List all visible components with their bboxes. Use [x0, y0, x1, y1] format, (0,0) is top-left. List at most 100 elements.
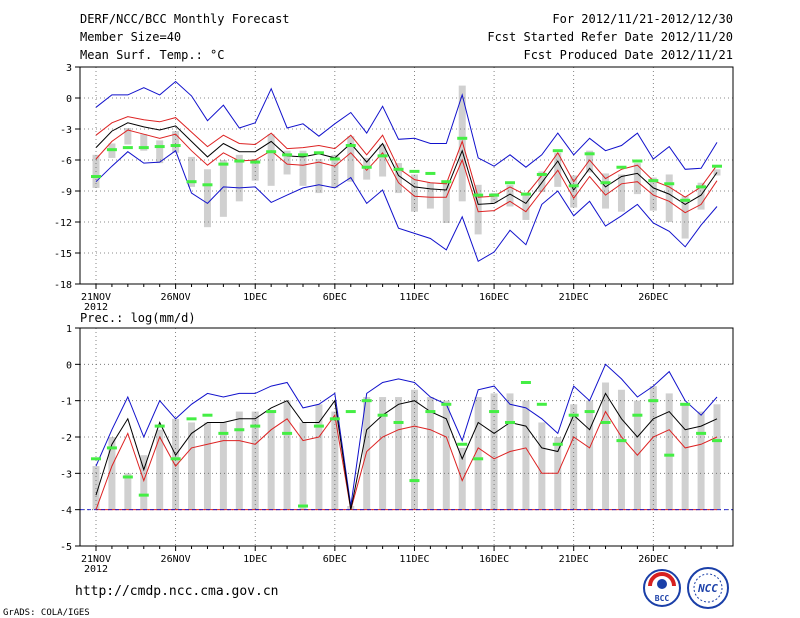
temperature-y-tick-label: -3	[60, 125, 72, 136]
precip-member-box	[235, 411, 243, 510]
precip-axis-ticks: 1 0 -1 -2 -3 -4 -5 21NOV 26NOV 1DEC 6DEC 11DEC 16DEC…	[60, 324, 718, 575]
temperature-y-tick-label: 3	[66, 63, 72, 74]
precip-member-box	[203, 422, 211, 510]
temperature-y-tick-label: -6	[60, 156, 72, 167]
temperature-member-box	[395, 163, 403, 194]
temperature-member-box	[617, 174, 625, 212]
precip-member-box	[267, 411, 275, 510]
temperature-x-tick-label: 11DEC	[399, 292, 429, 303]
precip-y-tick-label: -2	[60, 433, 72, 444]
precip-member-boxes	[92, 382, 721, 510]
temperature-member-box	[426, 182, 434, 209]
precip-member-box	[395, 397, 403, 510]
precip-member-box	[602, 382, 610, 510]
temperature-member-box	[379, 144, 387, 177]
member-size: Member Size=40	[80, 30, 181, 44]
precip-y-tick-label: 0	[66, 360, 72, 371]
temperature-member-box	[665, 174, 673, 222]
precip-member-box	[124, 473, 132, 510]
precip-y-tick-label: -3	[60, 469, 72, 480]
precip-dash-marks	[91, 381, 722, 508]
precip-member-box	[315, 404, 323, 510]
precip-y-tick-label: -1	[60, 397, 72, 408]
precip-line-mean-spread	[95, 410, 718, 510]
temperature-member-box	[410, 174, 418, 212]
precip-member-box	[713, 404, 721, 510]
temperature-member-box	[219, 160, 227, 217]
precip-member-box	[522, 400, 530, 510]
temperature-member-box	[506, 184, 514, 207]
precip-member-box	[586, 400, 594, 510]
precip-line-ensemble-max	[95, 363, 718, 507]
bcc-logo-text: BCC	[655, 594, 670, 603]
precip-x-year-label: 2012	[84, 564, 108, 575]
temperature-member-box	[203, 169, 211, 228]
temperature-x-tick-label: 1DEC	[243, 292, 267, 303]
temperature-line-mean-spread	[95, 129, 718, 214]
ncc-logo: NCC	[687, 567, 729, 609]
temperature-x-year-label: 2012	[84, 302, 108, 313]
figure-title: DERF/NCC/BCC Monthly Forecast	[80, 12, 290, 26]
precip-member-box	[188, 422, 196, 510]
precip-member-box	[458, 447, 466, 510]
precip-member-box	[92, 466, 100, 510]
precip-member-box	[219, 422, 227, 510]
temperature-member-boxes	[92, 85, 721, 239]
precip-member-box	[442, 400, 450, 510]
temperature-member-box	[188, 156, 196, 187]
precip-member-box	[108, 437, 116, 510]
precip-member-box	[665, 393, 673, 510]
temperature-member-box	[251, 158, 259, 181]
precip-member-box	[140, 455, 148, 510]
temperature-member-box	[363, 157, 371, 180]
temperature-member-box	[586, 150, 594, 173]
temperature-x-tick-label: 26NOV	[161, 292, 191, 303]
temperature-member-box	[681, 196, 689, 239]
precip-x-tick-label: 1DEC	[243, 554, 267, 565]
temperature-member-box	[235, 154, 243, 202]
temperature-member-box	[490, 193, 498, 204]
temperature-member-box	[474, 184, 482, 235]
precip-line-ensemble-mean	[95, 392, 718, 510]
precip-x-tick-label: 26DEC	[638, 554, 668, 565]
temperature-dash-marks	[91, 136, 722, 202]
precip-series-lines	[80, 363, 733, 511]
temperature-member-box	[124, 127, 132, 145]
temperature-line-ensemble-mean	[95, 122, 718, 205]
temperature-panel: 3 0 -3 -6 -9 -12 -15 -18 21NOV 26NOV 1DEC 6DEC 11DEC…	[54, 63, 734, 313]
precip-x-tick-label: 21DEC	[559, 554, 589, 565]
temperature-member-box	[347, 136, 355, 182]
precip-member-box	[379, 397, 387, 510]
precip-panel: 1 0 -1 -2 -3 -4 -5 21NOV 26NOV 1DEC 6DEC 11DEC 16DEC…	[60, 324, 734, 575]
precip-member-box	[156, 429, 164, 510]
source-url: http://cmdp.ncc.cma.gov.cn	[75, 584, 279, 599]
precip-y-tick-label: 1	[66, 324, 72, 335]
temperature-line-ensemble-min	[95, 149, 718, 263]
temperature-member-box	[633, 163, 641, 195]
temperature-member-box	[458, 85, 466, 202]
precip-y-tick-label: -5	[60, 542, 72, 553]
temperature-plot-frame	[79, 66, 734, 285]
precip-x-tick-label: 11DEC	[399, 554, 429, 565]
temperature-member-box	[538, 171, 546, 193]
temperature-member-box	[602, 173, 610, 209]
temperature-member-box	[315, 158, 323, 194]
temperature-member-box	[156, 140, 164, 164]
forecast-period: For 2012/11/21-2012/12/30	[552, 12, 733, 26]
variable-label: Mean Surf. Temp.: °C	[80, 48, 225, 62]
bcc-logo: BCC	[643, 569, 681, 607]
grads-credit: GrADS: COLA/IGES	[3, 608, 90, 618]
temperature-member-box	[442, 180, 450, 224]
precip-member-box	[617, 389, 625, 510]
precip-x-tick-label: 16DEC	[479, 554, 509, 565]
precip-member-box	[649, 386, 657, 510]
temperature-x-tick-label: 21NOV	[81, 292, 111, 303]
precip-variable-label: Prec.: log(mm/d)	[80, 311, 196, 325]
temperature-y-tick-label: -18	[54, 280, 72, 291]
precip-member-box	[474, 397, 482, 510]
precip-member-box	[426, 397, 434, 510]
forecast-started: Fcst Started Refer Date 2012/11/20	[487, 30, 733, 44]
temperature-member-box	[283, 150, 291, 175]
temperature-series-lines	[95, 80, 718, 263]
